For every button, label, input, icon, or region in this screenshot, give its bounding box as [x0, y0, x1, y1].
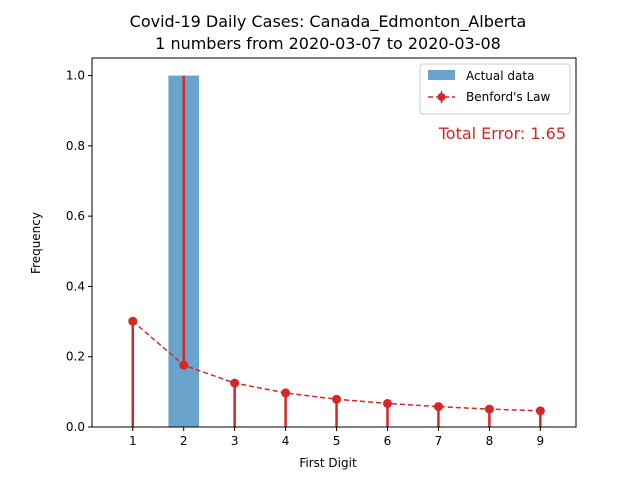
y-tick-label-0.0: 0.0 [66, 420, 85, 434]
y-tick-label-0.8: 0.8 [66, 139, 85, 153]
benford-point-digit-7 [433, 402, 443, 412]
legend: Actual data Benford's Law [419, 63, 571, 115]
axes-frame [91, 57, 577, 428]
legend-benford-marker [437, 93, 446, 101]
benford-point-digit-2 [179, 360, 189, 370]
benford-point-digit-6 [382, 398, 392, 408]
x-tick-label-8: 8 [486, 434, 494, 448]
y-tick-label-0.6: 0.6 [66, 209, 85, 223]
legend-benford-label: Benford's Law [466, 90, 551, 104]
chart-title: Covid-19 Daily Cases: Canada_Edmonton_Al… [130, 12, 527, 32]
legend-frame [419, 63, 571, 115]
benford-point-digit-1 [128, 316, 138, 326]
x-tick-label-5: 5 [333, 434, 341, 448]
x-tick-label-6: 6 [384, 434, 392, 448]
x-tick-label-3: 3 [231, 434, 239, 448]
legend-actual-label: Actual data [466, 69, 534, 83]
chart-subtitle: 1 numbers from 2020-03-07 to 2020-03-08 [155, 34, 501, 53]
benford-point-digit-8 [484, 404, 494, 414]
x-tick-label-1: 1 [129, 434, 137, 448]
x-axis-label: First Digit [299, 456, 357, 470]
y-axis-label: Frequency [29, 212, 43, 274]
x-tick-label-7: 7 [435, 434, 443, 448]
benford-point-digit-5 [332, 394, 342, 404]
x-tick-label-2: 2 [180, 434, 188, 448]
x-tick-label-9: 9 [537, 434, 545, 448]
benford-point-digit-3 [230, 378, 240, 388]
y-tick-label-1.0: 1.0 [66, 69, 85, 83]
total-error-annotation: Total Error: 1.65 [438, 124, 566, 143]
y-tick-label-0.2: 0.2 [66, 350, 85, 364]
x-tick-label-4: 4 [282, 434, 290, 448]
y-tick-label-0.4: 0.4 [66, 279, 85, 293]
plot-area: 1 2 3 4 5 6 7 8 9 0.0 0.2 0.4 0.6 0.8 1.0 [66, 57, 577, 448]
legend-actual-swatch [428, 70, 455, 80]
benford-point-digit-4 [281, 388, 291, 398]
benford-point-digit-9 [535, 406, 545, 416]
